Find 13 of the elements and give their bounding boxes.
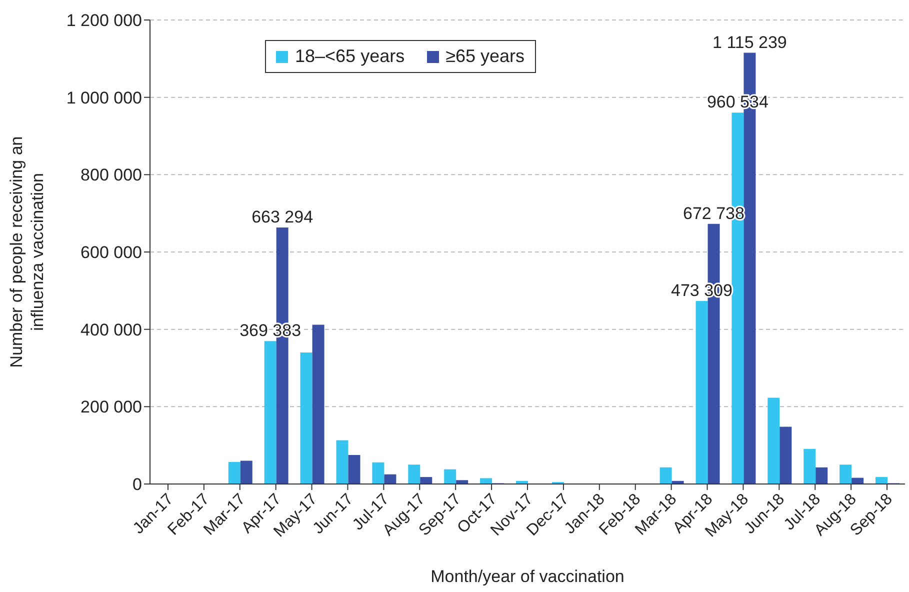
legend-label: 18–<65 years bbox=[295, 46, 405, 67]
data-label: 1 115 239 bbox=[712, 32, 787, 52]
y-tick-label: 600 000 bbox=[80, 243, 142, 262]
y-tick-label: 1 200 000 bbox=[66, 11, 142, 30]
y-tick-label: 0 bbox=[132, 475, 142, 494]
y-tick-label: 400 000 bbox=[80, 320, 142, 340]
y-tick-label: 1 000 000 bbox=[66, 88, 142, 108]
y-axis-title: Number of people receiving an influenza vaccination bbox=[7, 136, 47, 368]
legend-label: ≥65 years bbox=[446, 46, 525, 67]
data-label: 663 294 bbox=[252, 208, 314, 227]
y-tick-label: 200 000 bbox=[80, 398, 142, 417]
y-tick-label: 800 000 bbox=[80, 166, 142, 185]
x-axis-title: Month/year of vaccination bbox=[430, 567, 624, 586]
